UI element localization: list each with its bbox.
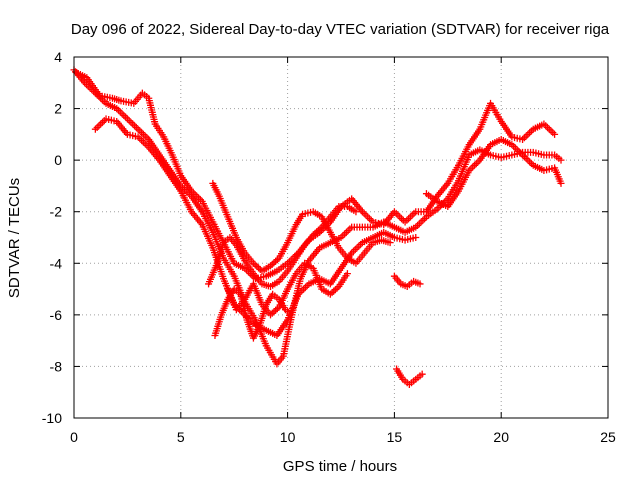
plot-border bbox=[73, 56, 609, 419]
x-tick-label: 25 bbox=[600, 429, 616, 445]
y-axis-label: SDTVAR / TECUs bbox=[6, 178, 23, 298]
y-tick-label: 4 bbox=[54, 49, 62, 65]
y-tick-label: -2 bbox=[50, 204, 63, 220]
data-point bbox=[416, 280, 424, 288]
data-point bbox=[288, 311, 296, 319]
data-point bbox=[551, 130, 559, 138]
data-point bbox=[412, 234, 420, 241]
data-point bbox=[418, 370, 426, 378]
tick-labels: 0 5 10 15 20 25 -10 -8 -6 -4 -2 0 2 4 bbox=[42, 49, 616, 445]
series-5 bbox=[205, 203, 360, 290]
chart-title: Day 096 of 2022, Sidereal Day-to-day VTE… bbox=[71, 21, 610, 38]
y-tick-label: -10 bbox=[42, 410, 62, 426]
x-tick-label: 5 bbox=[177, 429, 185, 445]
y-tick-label: -6 bbox=[50, 307, 63, 323]
y-tick-label: -8 bbox=[50, 358, 63, 374]
data-points bbox=[70, 66, 565, 388]
axis-ticks bbox=[73, 56, 609, 419]
y-tick-label: -4 bbox=[50, 255, 63, 271]
x-tick-label: 20 bbox=[493, 429, 509, 445]
y-tick-label: 2 bbox=[54, 101, 62, 117]
x-tick-label: 10 bbox=[280, 429, 296, 445]
x-tick-label: 0 bbox=[70, 429, 78, 445]
data-point bbox=[557, 179, 565, 187]
x-tick-label: 15 bbox=[387, 429, 403, 445]
series-4 bbox=[209, 179, 394, 275]
y-tick-label: 0 bbox=[54, 152, 62, 168]
series-8 bbox=[390, 272, 424, 290]
data-point bbox=[557, 156, 565, 164]
series-10 bbox=[422, 136, 565, 211]
data-point bbox=[343, 270, 351, 278]
data-point bbox=[386, 239, 394, 247]
x-axis-label: GPS time / hours bbox=[283, 458, 397, 475]
series-9 bbox=[393, 365, 426, 388]
series-2 bbox=[72, 68, 559, 283]
data-point bbox=[352, 208, 360, 216]
series-7 bbox=[224, 259, 351, 319]
